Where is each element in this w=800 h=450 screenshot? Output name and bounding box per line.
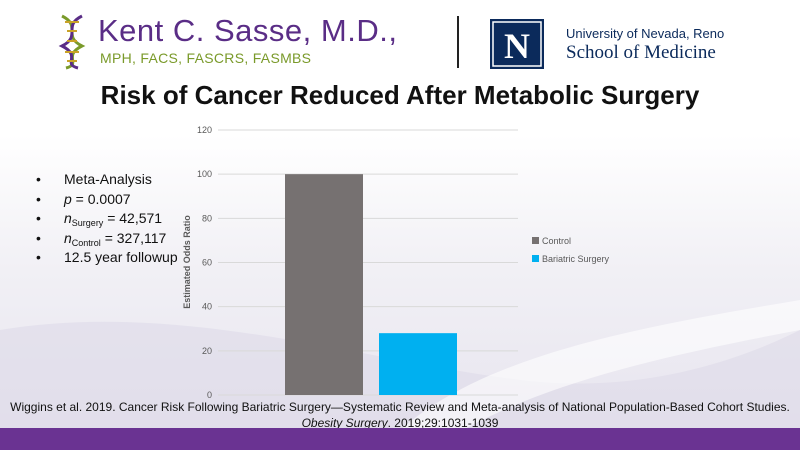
citation: Wiggins et al. 2019. Cancer Risk Followi…	[0, 399, 800, 431]
bullet-item: Meta-Analysis	[34, 170, 178, 190]
citation-line1: Wiggins et al. 2019. Cancer Risk Followi…	[10, 400, 790, 414]
brand-name: Kent C. Sasse, M.D.,	[98, 13, 398, 48]
y-tick-label: 20	[202, 346, 212, 356]
bar-control	[285, 174, 363, 395]
bullet-list: Meta-Analysis p = 0.0007 nSurgery = 42,5…	[34, 170, 178, 268]
citation-line2: Obesity Surgery. 2019;29:1031-1039	[0, 415, 800, 431]
bullet-item: nSurgery = 42,571	[34, 209, 178, 229]
brand-credentials: MPH, FACS, FASCRS, FASMBS	[100, 50, 312, 66]
legend-swatch	[532, 237, 539, 244]
y-tick-label: 0	[207, 390, 212, 400]
footer-bar	[0, 428, 800, 450]
bullet-item: nControl = 327,117	[34, 229, 178, 249]
legend-swatch	[532, 255, 539, 262]
unr-logo: N	[490, 19, 544, 69]
citation-details: . 2019;29:1031-1039	[387, 416, 499, 430]
bullet-item: 12.5 year followup	[34, 248, 178, 268]
y-tick-label: 60	[202, 258, 212, 268]
legend-label: Bariatric Surgery	[542, 254, 610, 264]
y-tick-label: 80	[202, 213, 212, 223]
slide-title: Risk of Cancer Reduced After Metabolic S…	[100, 80, 700, 110]
citation-journal: Obesity Surgery	[301, 416, 388, 430]
unr-school-name: School of Medicine	[566, 42, 716, 63]
dna-helix-icon	[58, 14, 86, 70]
y-axis-label: Estimated Odds Ratio	[182, 215, 192, 309]
y-tick-label: 40	[202, 302, 212, 312]
legend-label: Control	[542, 236, 571, 246]
svg-text:N: N	[504, 26, 530, 66]
y-tick-label: 100	[197, 169, 212, 179]
bullet-item: p = 0.0007	[34, 190, 178, 210]
slide-header: Kent C. Sasse, M.D., MPH, FACS, FASCRS, …	[0, 0, 800, 80]
unr-university-name: University of Nevada, Reno	[566, 26, 725, 41]
y-tick-label: 120	[197, 125, 212, 135]
header-divider	[457, 16, 459, 68]
bar-bariatric-surgery	[379, 333, 457, 395]
